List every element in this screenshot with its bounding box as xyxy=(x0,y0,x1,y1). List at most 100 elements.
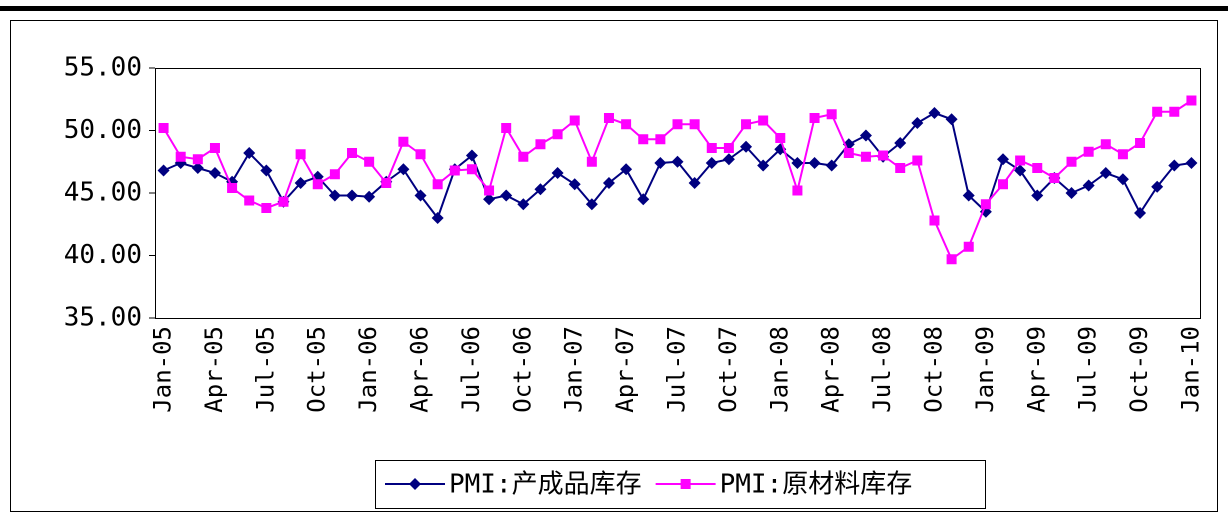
square-marker xyxy=(227,183,238,193)
diamond-marker xyxy=(414,189,427,202)
x-tick-label: Jul-07 xyxy=(663,326,691,413)
square-marker xyxy=(878,150,889,161)
diamond-marker xyxy=(1168,159,1181,172)
square-marker xyxy=(432,179,443,190)
y-tick-label: 40.00 xyxy=(64,240,142,270)
square-marker xyxy=(775,133,786,143)
square-marker xyxy=(706,143,717,153)
x-tick-label: Oct-06 xyxy=(508,326,536,413)
x-tick-label: Jul-05 xyxy=(251,326,279,413)
x-tick-label: Jan-06 xyxy=(354,326,382,413)
square-marker xyxy=(1152,106,1163,117)
diamond-marker xyxy=(859,129,872,142)
square-marker xyxy=(912,155,923,166)
square-marker xyxy=(381,178,392,188)
diamond-marker xyxy=(551,167,564,179)
square-marker xyxy=(175,151,186,162)
square-marker xyxy=(295,149,306,160)
x-tick-label: Oct-07 xyxy=(714,326,742,413)
diamond-marker xyxy=(1031,189,1044,202)
square-marker xyxy=(621,119,632,130)
diamond-marker xyxy=(517,198,530,211)
diamond-marker xyxy=(740,140,753,153)
diamond-marker xyxy=(431,212,444,224)
diamond-marker xyxy=(363,190,376,203)
square-marker xyxy=(398,136,409,147)
diamond-marker xyxy=(928,107,941,119)
diamond-marker xyxy=(602,177,615,189)
diamond-marker xyxy=(1134,207,1147,219)
square-marker xyxy=(860,151,871,162)
diamond-marker xyxy=(996,153,1009,166)
square-marker xyxy=(680,479,691,489)
diamond-marker xyxy=(346,189,359,202)
square-marker xyxy=(347,148,358,158)
square-marker xyxy=(312,179,323,190)
x-tick-label: Jul-09 xyxy=(1074,326,1102,413)
square-marker xyxy=(518,151,529,162)
diamond-marker xyxy=(465,149,478,162)
square-marker xyxy=(929,215,940,226)
x-tick-label: Jan-07 xyxy=(560,326,588,413)
legend-label: PMI:原材料库存 xyxy=(720,470,913,500)
square-marker xyxy=(1066,156,1077,167)
diamond-marker xyxy=(808,157,821,169)
square-marker xyxy=(843,148,854,158)
square-marker xyxy=(638,134,649,145)
diamond-marker xyxy=(1185,157,1198,169)
diamond-marker xyxy=(1014,164,1027,177)
diamond-marker xyxy=(688,177,701,189)
diamond-marker xyxy=(409,478,421,490)
top-rule xyxy=(0,6,1228,11)
square-marker xyxy=(1032,163,1043,173)
square-marker xyxy=(1083,146,1094,157)
x-tick-label: Oct-08 xyxy=(919,326,947,413)
x-tick-label: Apr-05 xyxy=(200,326,228,413)
square-marker xyxy=(1049,173,1060,183)
diamond-marker xyxy=(534,183,547,196)
square-marker xyxy=(723,143,734,153)
diamond-marker xyxy=(1151,180,1164,193)
square-marker xyxy=(449,165,460,176)
diamond-marker xyxy=(757,159,770,172)
diamond-marker xyxy=(294,177,307,189)
square-marker xyxy=(672,119,683,130)
square-marker xyxy=(963,241,974,252)
square-marker xyxy=(158,123,169,133)
x-tick-label: Oct-09 xyxy=(1125,326,1153,413)
square-marker xyxy=(809,113,820,123)
diamond-marker xyxy=(260,164,273,177)
diamond-marker xyxy=(654,157,667,169)
square-marker xyxy=(1186,95,1197,106)
diamond-marker xyxy=(722,153,735,166)
square-marker xyxy=(569,115,580,126)
diamond-marker xyxy=(1116,173,1129,186)
y-tick-label: 45.00 xyxy=(64,178,142,208)
square-marker xyxy=(758,115,769,126)
square-marker xyxy=(261,203,272,213)
diamond-marker xyxy=(825,159,838,172)
diamond-marker xyxy=(1065,187,1078,199)
diamond-marker xyxy=(671,155,684,168)
x-tick-label: Apr-08 xyxy=(817,326,845,413)
diamond-marker xyxy=(483,193,496,206)
square-marker xyxy=(1015,155,1026,166)
x-tick-label: Apr-07 xyxy=(611,326,639,413)
diamond-marker xyxy=(894,137,907,149)
square-marker xyxy=(501,123,512,133)
y-tick-label: 35.00 xyxy=(64,303,142,333)
square-marker xyxy=(1135,138,1146,148)
plot-area xyxy=(155,68,1201,319)
x-tick-label: Jan-05 xyxy=(149,326,177,413)
square-marker xyxy=(586,156,597,167)
x-tick-label: Apr-09 xyxy=(1022,326,1050,413)
square-marker xyxy=(895,163,906,173)
square-marker xyxy=(689,119,700,130)
diamond-marker xyxy=(243,147,256,159)
diamond-marker xyxy=(911,117,924,129)
square-marker xyxy=(997,179,1008,190)
square-marker xyxy=(826,109,837,120)
square-marker xyxy=(535,139,546,150)
